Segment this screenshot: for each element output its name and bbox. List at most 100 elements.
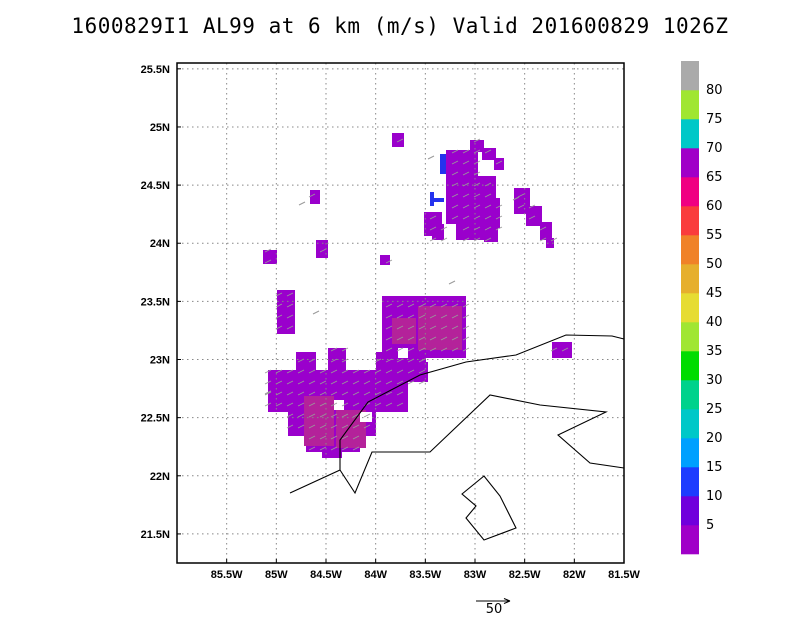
wind-vector-137: [330, 380, 338, 385]
wind-vector-62: [418, 303, 426, 308]
colorbar-swatch-8: [681, 293, 699, 323]
wind-vector-50: [550, 237, 558, 242]
reference-vector: 50: [476, 598, 511, 617]
colorbar-swatch-6: [681, 351, 699, 381]
wind-vector-55: [275, 292, 283, 297]
wind-vector-4: [473, 149, 481, 154]
wind-vector-178: [352, 413, 360, 418]
wind-vector-197: [352, 446, 360, 451]
wind-vector-85: [451, 325, 459, 330]
wind-vector-45: [440, 237, 448, 242]
colorbar-label-0: 5: [706, 518, 714, 533]
wind-vector-66: [462, 303, 470, 308]
wind-vector-71: [407, 314, 415, 319]
x-tick-label-1: 85W: [265, 569, 288, 581]
wind-vector-84: [440, 325, 448, 330]
wind-vector-189: [319, 435, 327, 440]
wind-vector-37: [429, 226, 437, 231]
wind-vector-165: [330, 402, 338, 407]
wind-vector-100: [418, 347, 426, 352]
wind-vector-187: [363, 424, 371, 429]
wind-vector-29: [528, 204, 536, 209]
wind-vector-77: [275, 325, 283, 330]
wind-vector-99: [407, 347, 415, 352]
wind-vector-185: [341, 424, 349, 429]
wind-vector-25: [473, 204, 481, 209]
wind-vector-125: [363, 369, 371, 374]
wind-vector-163: [308, 402, 316, 407]
wind-vector-130: [418, 369, 426, 374]
wind-vector-179: [363, 413, 371, 418]
wind-cell-5: [392, 133, 404, 147]
colorbar-label-1: 10: [706, 489, 723, 504]
wind-vector-46: [462, 237, 470, 242]
colorbar-label-14: 75: [706, 112, 723, 127]
coastline-isle: [461, 475, 517, 541]
wind-vector-47: [473, 237, 481, 242]
x-tick-label-3: 84W: [364, 569, 387, 581]
wind-vector-9: [495, 160, 503, 165]
wind-vector-199: [448, 280, 456, 285]
wind-vector-64: [440, 303, 448, 308]
wind-vector-169: [374, 402, 382, 407]
wind-vector-6: [451, 160, 459, 165]
colorbar: 5 10 15 20 25 30 35 40 45 50 55 60 65 70 75 80: [681, 61, 723, 555]
wind-vector-119: [297, 369, 305, 374]
y-tick-label-1: 22N: [150, 471, 170, 483]
wind-vector-164: [319, 402, 327, 407]
x-axis-ticks: 85.5W 85W 84.5W 84W 83.5W 83W 82.5W 82W 81.5W: [211, 559, 641, 581]
wind-vector-44: [429, 237, 437, 242]
wind-vector-3: [462, 149, 470, 154]
wind-vector-41: [484, 226, 492, 231]
wind-vector-36: [528, 215, 536, 220]
wind-vector-58: [286, 303, 294, 308]
wind-vector-70: [396, 314, 404, 319]
x-tick-label-0: 85.5W: [211, 569, 243, 581]
wind-vector-28: [517, 204, 525, 209]
y-tick-label-4: 23.5N: [141, 296, 170, 308]
wind-vector-134: [297, 380, 305, 385]
colorbar-swatch-7: [681, 322, 699, 352]
wind-vector-195: [330, 446, 338, 451]
wind-vector-203: [427, 155, 435, 160]
wind-vector-105: [550, 347, 558, 352]
colorbar-label-7: 40: [706, 315, 723, 330]
colorbar-swatch-3: [681, 438, 699, 468]
wind-vector-180: [286, 424, 294, 429]
y-tick-label-0: 21.5N: [141, 529, 170, 541]
wind-vector-166: [341, 402, 349, 407]
wind-vector-65: [451, 303, 459, 308]
wind-vector-177: [341, 413, 349, 418]
wind-gap-0: [334, 400, 344, 410]
plot-frame: [176, 62, 625, 564]
wind-core-3: [392, 318, 416, 344]
wind-vector-183: [319, 424, 327, 429]
wind-vectors: [264, 138, 569, 451]
wind-vector-143: [396, 380, 404, 385]
wind-vector-14: [462, 182, 470, 187]
coastline-north: [289, 334, 625, 494]
wind-vector-67: [275, 314, 283, 319]
wind-vector-88: [396, 336, 404, 341]
wind-vector-102: [440, 347, 448, 352]
wind-vector-101: [429, 347, 437, 352]
wind-vector-106: [561, 347, 569, 352]
wind-vector-144: [407, 380, 415, 385]
wind-vector-52: [319, 248, 327, 253]
wind-vector-83: [429, 325, 437, 330]
wind-cell-7: [328, 348, 346, 376]
wind-vector-174: [308, 413, 316, 418]
wind-vector-48: [484, 237, 492, 242]
wind-cell-blue-1: [430, 192, 434, 206]
wind-vector-15: [473, 182, 481, 187]
y-axis-ticks: 21.5N 22N 22.5N 23N 23.5N 24N 24.5N 25N 25.5N: [141, 64, 181, 541]
wind-vector-145: [418, 380, 426, 385]
wind-vector-172: [286, 413, 294, 418]
wind-vector-196: [341, 446, 349, 451]
wind-vector-17: [308, 193, 316, 198]
wind-vector-2: [451, 149, 459, 154]
wind-vector-18: [451, 193, 459, 198]
wind-cell-29: [546, 238, 554, 248]
page-title: 1600829I1 AL99 at 6 km (m/s) Valid 20160…: [71, 14, 729, 38]
colorbar-label-13: 70: [706, 141, 723, 156]
